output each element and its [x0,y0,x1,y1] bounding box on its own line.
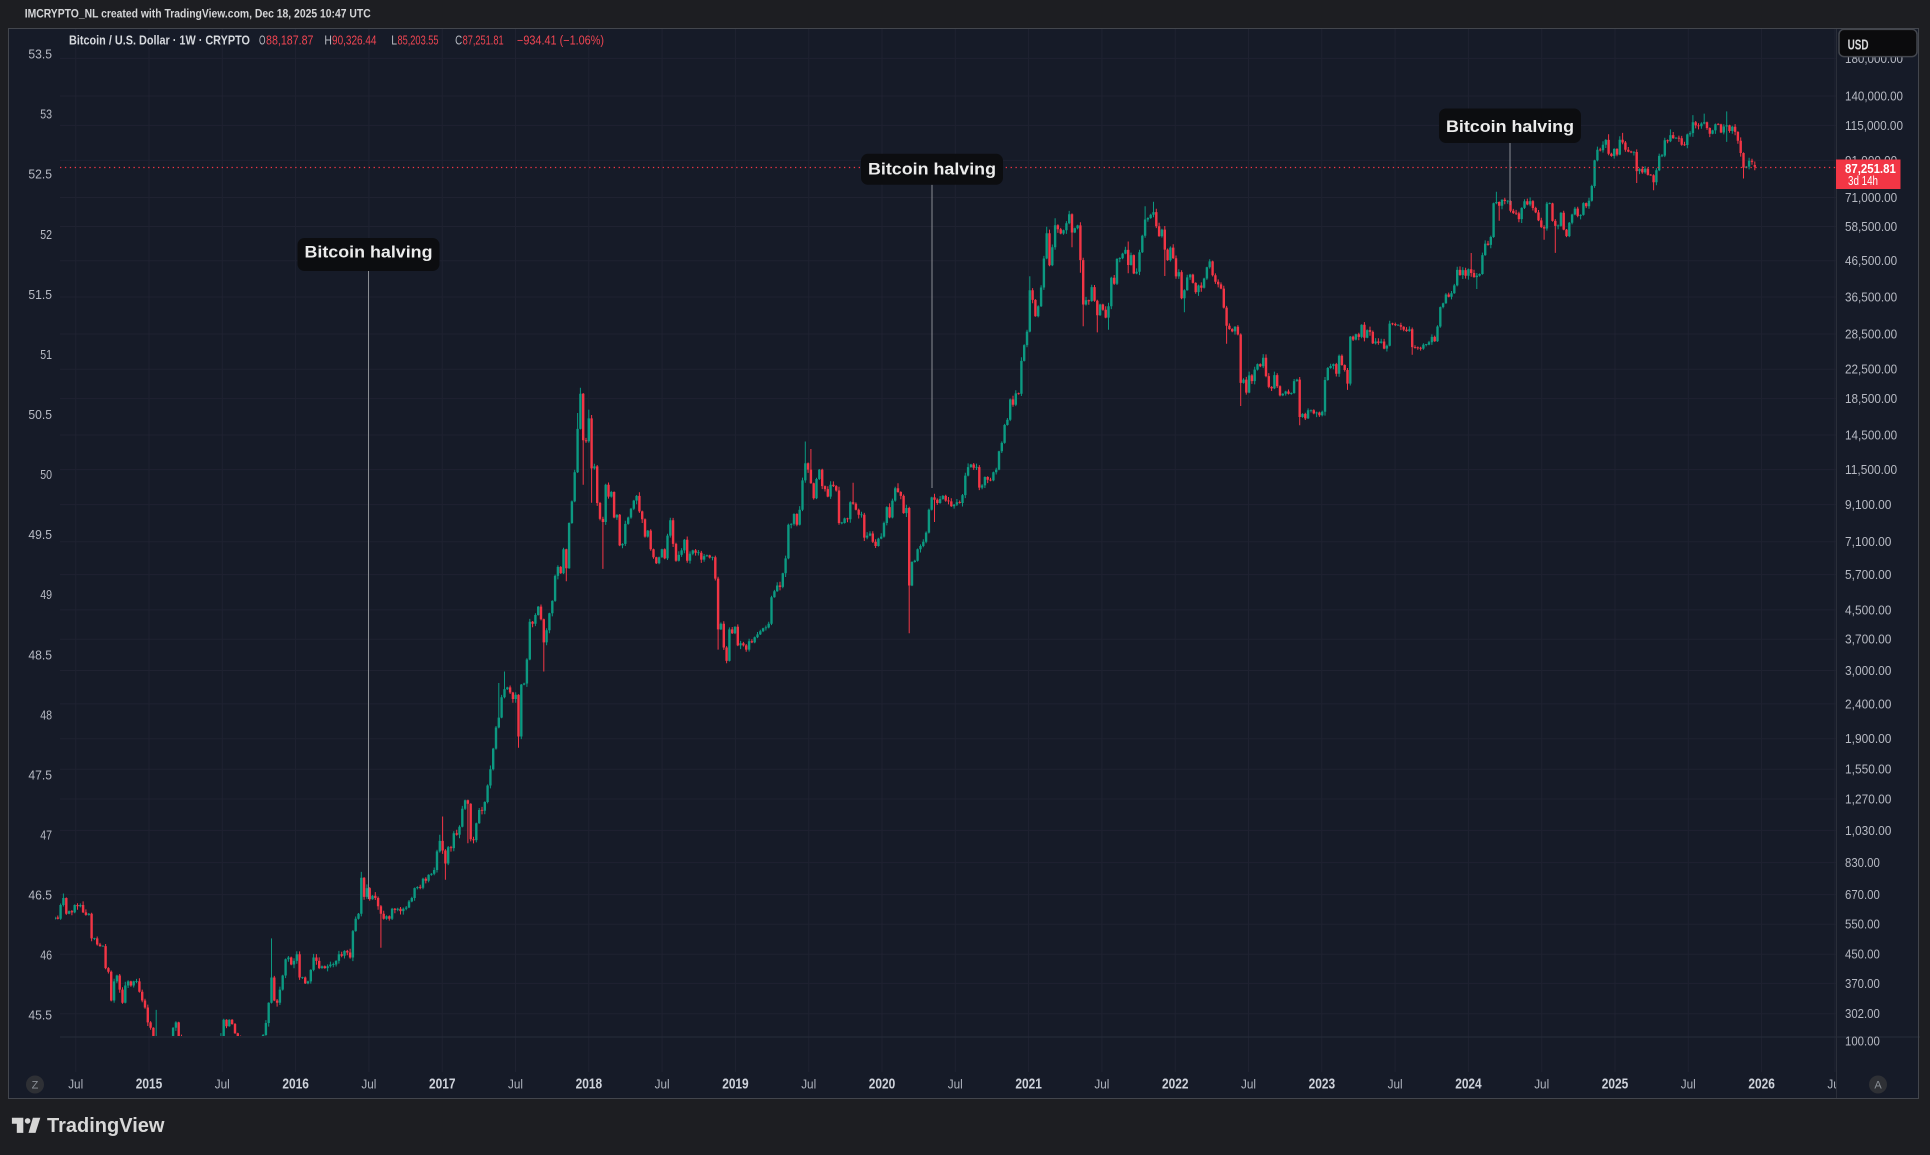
svg-text:2016: 2016 [282,1077,309,1093]
svg-text:11,500.00: 11,500.00 [1845,463,1897,477]
svg-text:46: 46 [40,949,52,963]
svg-text:Z: Z [32,1080,39,1092]
svg-text:7,100.00: 7,100.00 [1845,535,1891,549]
svg-text:2017: 2017 [429,1077,456,1093]
svg-text:87,251.81: 87,251.81 [463,34,504,48]
svg-text:48: 48 [40,708,52,722]
svg-text:36,500.00: 36,500.00 [1845,290,1897,304]
svg-text:IMCRYPTO_NL created with Tradi: IMCRYPTO_NL created with TradingView.com… [25,7,371,21]
svg-text:Jul: Jul [1681,1077,1696,1092]
svg-text:28,500.00: 28,500.00 [1845,327,1897,341]
svg-text:USD: USD [1848,36,1869,53]
svg-text:Jul: Jul [1241,1077,1256,1092]
svg-text:45.5: 45.5 [28,1009,52,1023]
svg-text:Jul: Jul [655,1077,670,1092]
svg-text:2018: 2018 [576,1077,603,1093]
svg-text:50: 50 [40,468,52,482]
svg-text:46,500.00: 46,500.00 [1845,254,1897,268]
svg-text:Jul: Jul [948,1077,963,1092]
svg-text:Jul: Jul [215,1077,230,1092]
svg-text:A: A [1874,1080,1882,1092]
svg-text:22,500.00: 22,500.00 [1845,363,1897,377]
svg-text:2024: 2024 [1455,1077,1482,1093]
svg-text:Jul: Jul [1094,1077,1109,1092]
svg-text:−934.41 (−1.06%): −934.41 (−1.06%) [517,34,604,48]
svg-text:58,500.00: 58,500.00 [1845,220,1897,234]
svg-text:50.5: 50.5 [28,408,52,422]
svg-text:3,700.00: 3,700.00 [1845,633,1891,647]
svg-text:550.00: 550.00 [1845,918,1880,932]
svg-text:2021: 2021 [1015,1077,1042,1093]
svg-text:Bitcoin halving: Bitcoin halving [868,160,996,179]
svg-text:1,550.00: 1,550.00 [1845,763,1891,777]
svg-text:51: 51 [40,348,52,362]
svg-text:53: 53 [40,108,52,122]
svg-text:18,500.00: 18,500.00 [1845,392,1897,406]
svg-text:Bitcoin halving: Bitcoin halving [305,243,433,262]
svg-text:O: O [259,34,266,48]
svg-text:TradingView: TradingView [47,1115,165,1137]
svg-text:53.5: 53.5 [28,48,52,62]
svg-text:Bitcoin halving: Bitcoin halving [1446,117,1574,136]
svg-text:Jul: Jul [361,1077,376,1092]
svg-text:2020: 2020 [869,1077,896,1093]
svg-text:49.5: 49.5 [28,528,52,542]
svg-text:2015: 2015 [136,1077,163,1093]
svg-text:71,000.00: 71,000.00 [1845,191,1897,205]
svg-text:Jul: Jul [1534,1077,1549,1092]
svg-text:2022: 2022 [1162,1077,1189,1093]
svg-text:2026: 2026 [1748,1077,1775,1093]
svg-text:Jul: Jul [801,1077,816,1092]
svg-text:2,400.00: 2,400.00 [1845,697,1891,711]
svg-text:46.5: 46.5 [28,889,52,903]
svg-text:Jul: Jul [68,1077,83,1092]
svg-text:302.00: 302.00 [1845,1007,1880,1021]
svg-text:2019: 2019 [722,1077,749,1093]
svg-text:H: H [324,34,332,48]
svg-text:Jul: Jul [1388,1077,1403,1092]
svg-text:47: 47 [40,829,52,843]
svg-text:115,000.00: 115,000.00 [1845,119,1903,133]
svg-text:5,700.00: 5,700.00 [1845,568,1891,582]
svg-text:52.5: 52.5 [28,168,52,182]
svg-text:9,100.00: 9,100.00 [1845,498,1891,512]
svg-text:1,270.00: 1,270.00 [1845,792,1891,806]
svg-text:830.00: 830.00 [1845,856,1880,870]
svg-text:370.00: 370.00 [1845,977,1880,991]
svg-text:1,030.00: 1,030.00 [1845,824,1891,838]
svg-text:670.00: 670.00 [1845,888,1880,902]
svg-text:52: 52 [40,228,52,242]
svg-text:48.5: 48.5 [28,648,52,662]
svg-text:3,000.00: 3,000.00 [1845,664,1891,678]
svg-text:450.00: 450.00 [1845,948,1880,962]
svg-text:4,500.00: 4,500.00 [1845,603,1891,617]
svg-text:85,203.55: 85,203.55 [398,34,439,48]
svg-text:Jul: Jul [1827,1077,1842,1092]
svg-text:2025: 2025 [1602,1077,1629,1093]
svg-text:1,900.00: 1,900.00 [1845,732,1891,746]
svg-text:49: 49 [40,588,52,602]
svg-text:88,187.87: 88,187.87 [266,34,314,48]
svg-text:100.00: 100.00 [1845,1034,1880,1048]
svg-text:14,500.00: 14,500.00 [1845,428,1897,442]
svg-text:Bitcoin / U.S. Dollar · 1W · C: Bitcoin / U.S. Dollar · 1W · CRYPTO [69,34,250,48]
svg-text:140,000.00: 140,000.00 [1845,89,1903,103]
svg-text:L: L [391,34,397,48]
svg-text:Jul: Jul [508,1077,523,1092]
svg-text:51.5: 51.5 [28,288,52,302]
svg-text:90,326.44: 90,326.44 [332,34,377,48]
svg-text:87,251.81: 87,251.81 [1845,161,1896,176]
svg-text:2023: 2023 [1309,1077,1336,1093]
svg-text:C: C [455,34,462,48]
svg-text:3d 14h: 3d 14h [1848,174,1878,188]
svg-text:47.5: 47.5 [28,768,52,782]
